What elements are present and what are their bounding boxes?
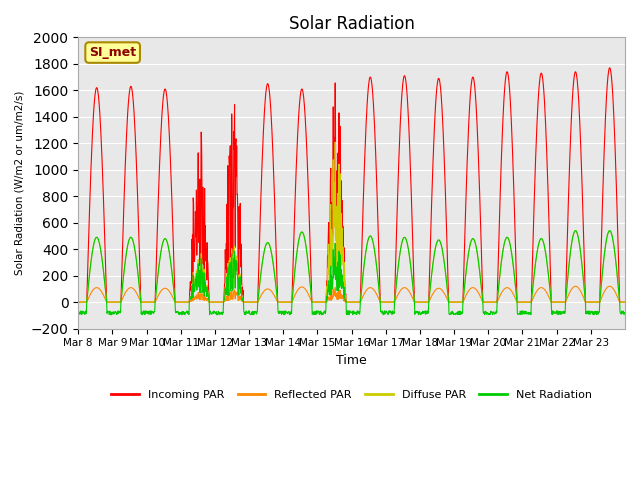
Net Radiation bbox=[621, 312, 629, 318]
X-axis label: Time: Time bbox=[336, 354, 367, 367]
Reflected PAR bbox=[327, 290, 335, 296]
Net Radiation bbox=[74, 312, 82, 318]
Net Radiation bbox=[572, 228, 579, 234]
Net Radiation bbox=[561, 311, 568, 316]
Incoming PAR bbox=[160, 92, 168, 97]
Net Radiation bbox=[108, 312, 115, 318]
Incoming PAR bbox=[621, 300, 629, 305]
Diffuse PAR bbox=[331, 140, 339, 145]
Reflected PAR bbox=[74, 300, 82, 305]
Line: Reflected PAR: Reflected PAR bbox=[78, 286, 625, 302]
Diffuse PAR bbox=[160, 237, 168, 243]
Net Radiation bbox=[327, 292, 335, 298]
Net Radiation bbox=[337, 267, 345, 273]
Incoming PAR bbox=[561, 300, 568, 305]
Incoming PAR bbox=[74, 300, 82, 305]
Legend: Incoming PAR, Reflected PAR, Diffuse PAR, Net Radiation: Incoming PAR, Reflected PAR, Diffuse PAR… bbox=[107, 386, 596, 405]
Diffuse PAR bbox=[327, 202, 335, 207]
Incoming PAR bbox=[481, 300, 488, 305]
Net Radiation bbox=[160, 237, 168, 242]
Diffuse PAR bbox=[481, 300, 488, 305]
Line: Incoming PAR: Incoming PAR bbox=[78, 68, 625, 302]
Reflected PAR bbox=[561, 300, 568, 305]
Line: Diffuse PAR: Diffuse PAR bbox=[78, 143, 625, 302]
Reflected PAR bbox=[621, 300, 629, 305]
Diffuse PAR bbox=[614, 283, 622, 289]
Diffuse PAR bbox=[74, 300, 82, 305]
Incoming PAR bbox=[614, 247, 622, 253]
Incoming PAR bbox=[606, 65, 614, 71]
Incoming PAR bbox=[337, 183, 345, 189]
Reflected PAR bbox=[572, 283, 579, 289]
Title: Solar Radiation: Solar Radiation bbox=[289, 15, 415, 33]
Net Radiation bbox=[481, 312, 488, 317]
Reflected PAR bbox=[481, 300, 488, 305]
Incoming PAR bbox=[327, 166, 335, 171]
Reflected PAR bbox=[160, 286, 168, 291]
Line: Net Radiation: Net Radiation bbox=[78, 231, 625, 315]
Reflected PAR bbox=[337, 291, 345, 297]
Diffuse PAR bbox=[337, 211, 345, 216]
Text: SI_met: SI_met bbox=[89, 46, 136, 59]
Diffuse PAR bbox=[621, 300, 629, 305]
Diffuse PAR bbox=[561, 300, 568, 305]
Y-axis label: Solar Radiation (W/m2 or um/m2/s): Solar Radiation (W/m2 or um/m2/s) bbox=[15, 91, 25, 275]
Reflected PAR bbox=[614, 296, 622, 301]
Net Radiation bbox=[615, 288, 623, 293]
